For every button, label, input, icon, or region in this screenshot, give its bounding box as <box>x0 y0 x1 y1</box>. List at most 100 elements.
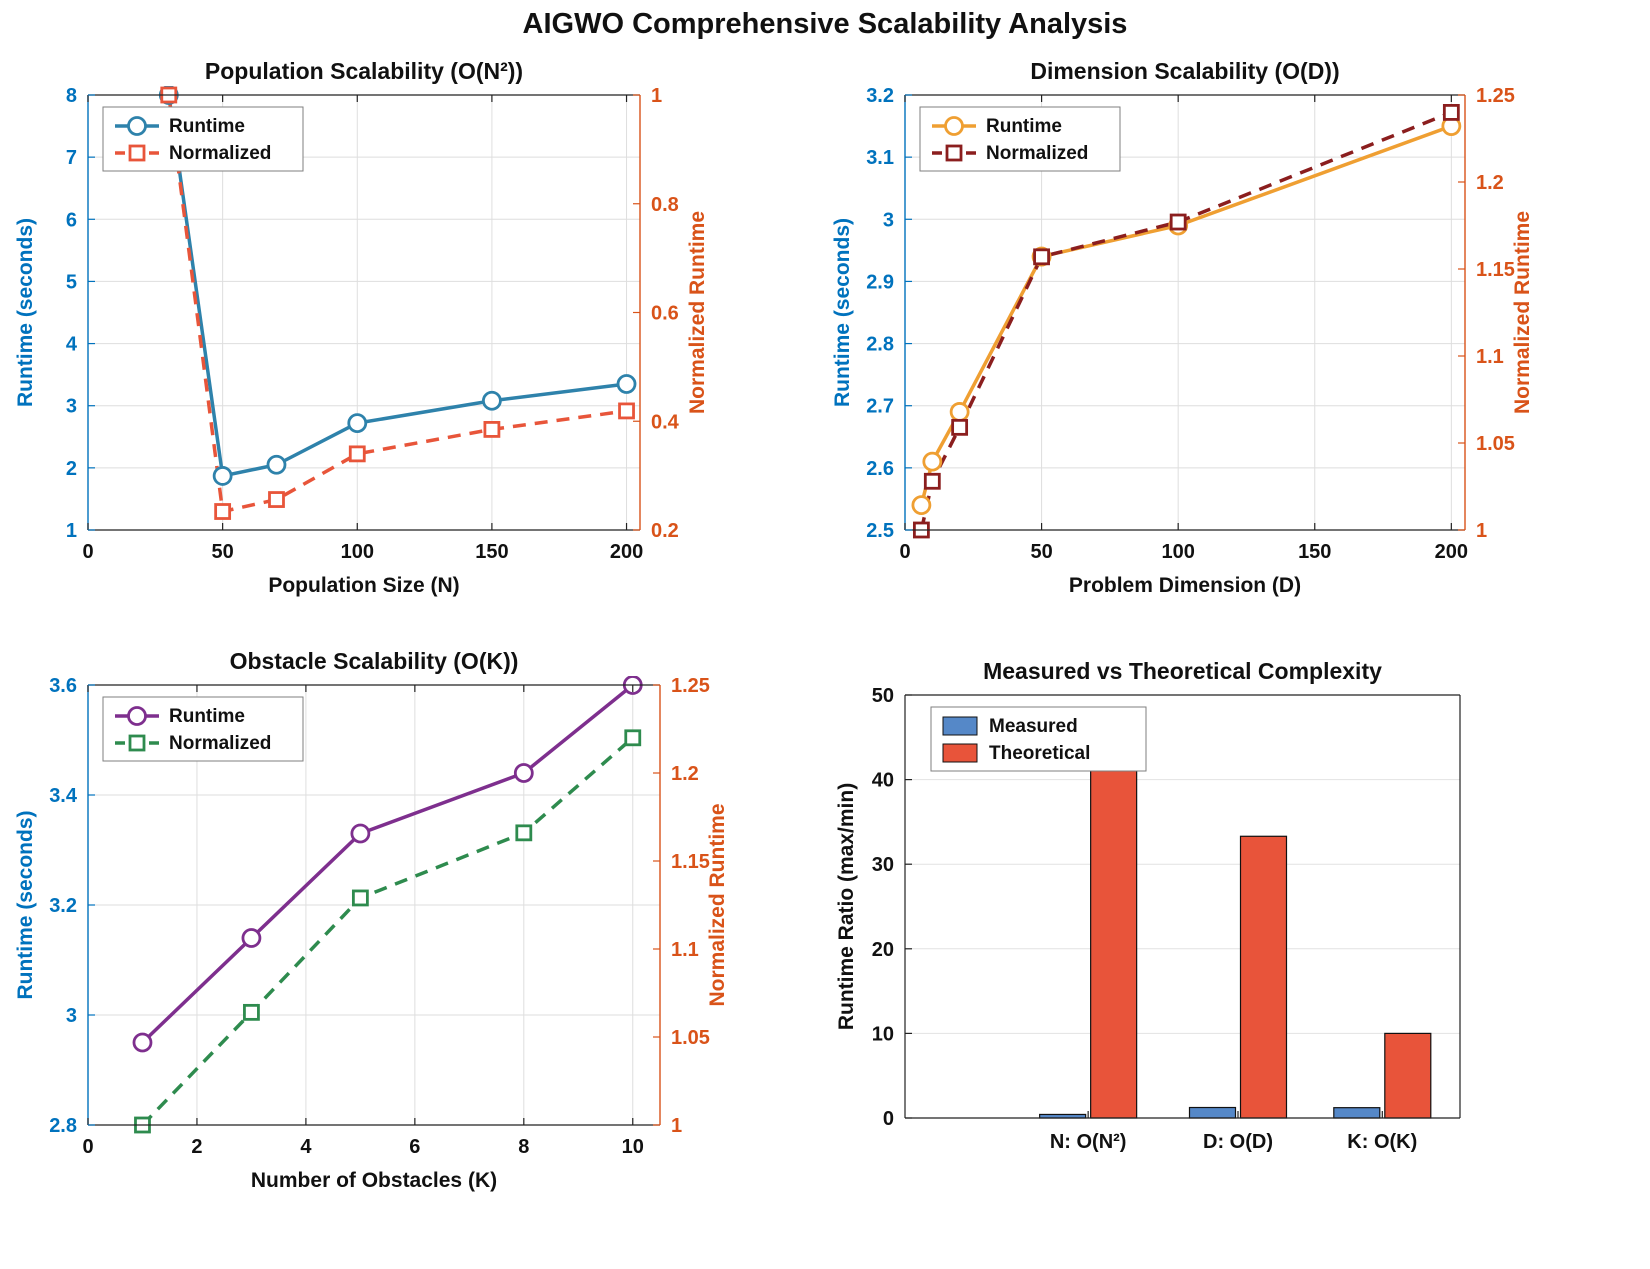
y-tick-label-right: 1.15 <box>671 851 710 873</box>
subplot-title: Obstacle Scalability (O(K)) <box>230 648 519 674</box>
legend-swatch <box>942 743 978 763</box>
y-axis-label-right: Normalized Runtime <box>686 211 709 414</box>
data-point-normalized <box>618 402 635 420</box>
y-tick-label-left: 3.1 <box>866 147 894 169</box>
data-point-normalized <box>348 445 366 463</box>
y-tick-label-left: 2 <box>66 458 77 480</box>
y-axis-label-left: Runtime (seconds) <box>14 218 37 407</box>
y-tick-label-left: 3.6 <box>49 675 77 697</box>
y-tick-label-left: 2.5 <box>866 520 894 542</box>
legend-marker <box>944 116 964 136</box>
x-tick-label: 0 <box>899 541 910 563</box>
data-point-runtime <box>241 928 262 948</box>
y-tick-label-right: 1.15 <box>1476 259 1515 281</box>
data-point-normalized <box>1169 213 1187 231</box>
y-tick-label-right: 0.4 <box>651 411 680 433</box>
x-tick-label: 200 <box>1435 541 1468 563</box>
y-tick-label-right: 1 <box>671 1115 682 1137</box>
data-point-runtime <box>949 402 970 422</box>
data-point-normalized <box>214 503 232 520</box>
y-tick-label-left: 2.8 <box>49 1115 77 1137</box>
data-point-normalized <box>923 472 941 490</box>
y-tick-label-right: 0.8 <box>651 194 679 216</box>
y-tick-label-left: 5 <box>66 271 77 293</box>
series-markers <box>911 104 1462 539</box>
subplot-title: Dimension Scalability (O(D)) <box>1030 58 1339 84</box>
x-tick-label: 0 <box>82 1136 93 1158</box>
series-line-normalized <box>919 110 1452 530</box>
data-point-runtime <box>482 390 502 411</box>
data-point-normalized <box>1033 248 1050 266</box>
legend-label: Normalized <box>169 733 271 754</box>
y-tick-label-left: 6 <box>66 209 77 231</box>
x-tick-label: 2 <box>191 1136 202 1158</box>
y-tick-label-right: 1.1 <box>1476 346 1504 368</box>
legend-label: Runtime <box>169 116 245 137</box>
y-tick-label-left: 3 <box>66 396 77 418</box>
legend-marker <box>945 144 963 162</box>
y-tick-label: 20 <box>872 939 894 961</box>
y-tick-label-left: 1 <box>66 520 77 542</box>
y-tick-label-right: 1.2 <box>671 763 699 785</box>
data-point-runtime <box>347 413 368 434</box>
series-lines <box>167 95 627 514</box>
legend-label: Measured <box>989 716 1078 737</box>
legend-marker <box>127 116 147 136</box>
y-tick-label-right: 1 <box>1476 520 1487 542</box>
data-point-runtime <box>212 466 233 486</box>
x-tick-label: 6 <box>409 1136 420 1158</box>
subplot-obstacle-scalability: 0 2 4 6 8 10 2.8 3 3.2 3.4 3.6 1 1.05 1.1 1.15 1.2 1.25 N… <box>0 640 800 1265</box>
y-axis-label-left: Runtime (seconds) <box>831 218 854 407</box>
data-point-normalized <box>268 491 285 508</box>
legend-swatch <box>942 716 978 736</box>
x-axis-label: Number of Obstacles (K) <box>251 1169 497 1192</box>
data-point-runtime <box>616 374 637 394</box>
x-axis-label: Problem Dimension (D) <box>1069 574 1301 597</box>
y-tick-label-right: 0.6 <box>651 303 679 325</box>
y-tick-label-right: 0.2 <box>651 520 679 542</box>
data-point-runtime <box>513 763 534 783</box>
y-tick-label-right: 1.05 <box>1476 433 1515 455</box>
y-tick-label-left: 2.6 <box>866 458 894 480</box>
legend-label: Normalized <box>986 143 1088 164</box>
y-tick-label: 50 <box>872 685 894 707</box>
x-tick-label: 8 <box>518 1136 529 1158</box>
legend-label: Normalized <box>169 143 271 164</box>
y-tick-label: 10 <box>872 1023 894 1045</box>
y-tick-label-left: 3.4 <box>49 785 78 807</box>
data-point-runtime <box>911 495 932 516</box>
y-axis-label-right: Normalized Runtime <box>706 803 729 1006</box>
y-tick-label-left: 7 <box>66 147 77 169</box>
y-tick-label-right: 1 <box>651 85 662 107</box>
x-tick-label: 4 <box>300 1136 312 1158</box>
data-point-normalized <box>624 729 642 747</box>
x-tick-label: N: O(N²) <box>1050 1131 1127 1153</box>
legend-marker <box>128 144 146 162</box>
subplot-complexity-bar-chart: N: O(N²) D: O(D) K: O(K) 0 10 20 30 40 50 Runtime… <box>810 640 1650 1240</box>
bar-measured <box>1188 1106 1237 1119</box>
y-tick-label-left: 2.8 <box>866 334 894 356</box>
chart-svg: N: O(N²) D: O(D) K: O(K) 0 10 20 30 40 50 Runtime… <box>835 658 1461 1153</box>
y-tick-label-left: 2.7 <box>866 396 894 418</box>
y-tick-label-right: 1.2 <box>1476 172 1504 194</box>
bar-theoretical <box>1090 741 1138 1119</box>
x-tick-label: 100 <box>1161 541 1194 563</box>
series-line-runtime <box>167 95 627 478</box>
y-tick-label-left: 3 <box>883 209 894 231</box>
x-tick-label: 200 <box>610 541 643 563</box>
y-tick-label: 30 <box>872 854 894 876</box>
legend-label: Runtime <box>986 116 1062 137</box>
y-axis-label-left: Runtime (seconds) <box>14 810 37 999</box>
x-tick-label: 100 <box>341 541 374 563</box>
y-tick-label: 40 <box>872 770 894 792</box>
chart-svg: 0 50 100 150 200 1 2 3 4 5 6 7 8 0.2 0.4 0.6 0.8 1 Populat… <box>14 58 709 597</box>
y-tick-label-right: 1.05 <box>671 1027 710 1049</box>
x-tick-label: 150 <box>1298 541 1331 563</box>
data-point-normalized <box>515 824 533 842</box>
data-point-runtime <box>350 823 371 844</box>
data-point-normalized <box>351 889 369 907</box>
bar-theoretical <box>1384 1032 1432 1119</box>
y-tick-label-right: 1.25 <box>671 675 710 697</box>
data-point-normalized <box>243 1003 260 1021</box>
x-tick-label: 50 <box>1030 541 1052 563</box>
